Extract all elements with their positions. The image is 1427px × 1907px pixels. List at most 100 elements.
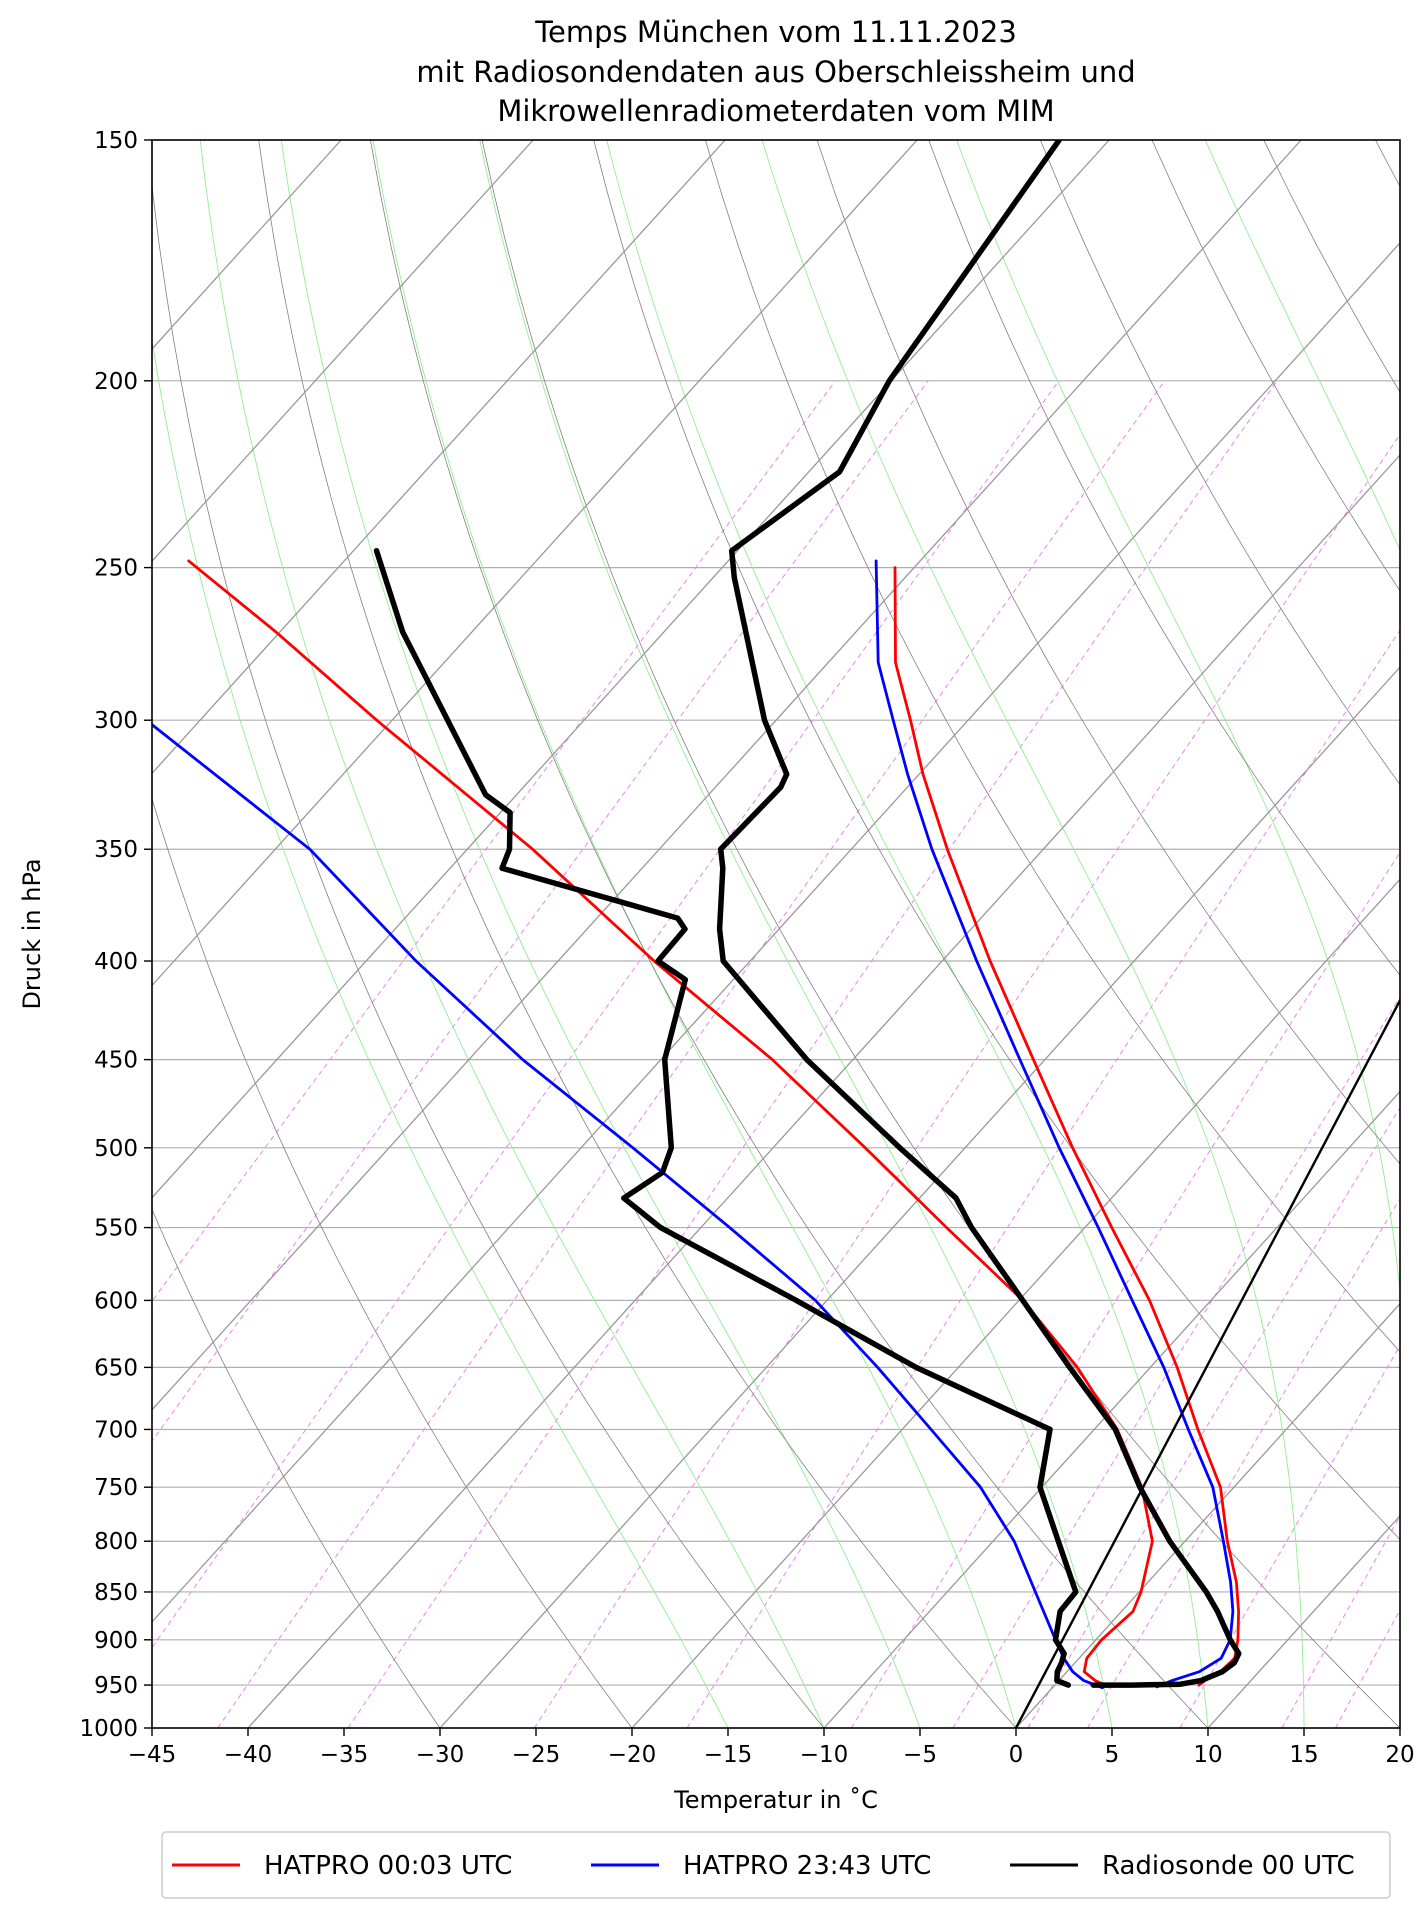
chart-title: Temps München vom 11.11.2023 mit Radioso…: [416, 15, 1135, 128]
isotherm: [152, 140, 534, 563]
y-tick-label: 750: [94, 1475, 138, 1501]
reference-line: [1014, 997, 1400, 1728]
y-tick-label: 300: [94, 708, 138, 734]
moist-adiabat: [761, 140, 1305, 1728]
isotherm: [152, 140, 1302, 1411]
dry-adiabat: [152, 1208, 441, 1728]
mixing-ratio-line: [1027, 1106, 1400, 1728]
mixing-ratio-line: [1335, 1609, 1400, 1728]
x-tick-label: 0: [1009, 1742, 1024, 1768]
isotherm: [439, 666, 1400, 1728]
x-tick-label: 20: [1385, 1742, 1414, 1768]
mixing-ratio-line: [152, 380, 1060, 1649]
plot-area: [152, 140, 1427, 1728]
dry-adiabat: [816, 140, 1400, 1165]
mixing-ratio-line: [1422, 381, 1427, 1728]
profile-hatpro-23-43-utc-temperature: [874, 559, 1235, 1689]
dry-adiabat: [152, 181, 825, 1728]
dry-adiabat: [1263, 140, 1400, 393]
mixing-ratio-line: [217, 380, 1166, 1728]
isotherm: [631, 878, 1400, 1728]
isotherm: [152, 140, 1110, 1199]
x-tick-label: −25: [512, 1742, 561, 1768]
dry-adiabat: [705, 140, 1400, 1353]
isotherm: [152, 140, 726, 775]
moist-adiabat: [152, 338, 729, 1728]
x-tick-label: 5: [1105, 1742, 1120, 1768]
mixing-ratio-line: [152, 380, 929, 1442]
x-tick-label: −35: [320, 1742, 369, 1768]
x-tick-label: 15: [1289, 1742, 1318, 1768]
profile-hatpro-00-03-utc-dewpoint: [187, 559, 1154, 1689]
y-tick-label: 500: [94, 1136, 138, 1162]
y-tick-label: 1000: [79, 1716, 138, 1742]
y-tick-label: 600: [94, 1288, 138, 1314]
y-tick-label: 250: [94, 556, 138, 582]
legend: HATPRO 00:03 UTC HATPRO 23:43 UTC Radioson…: [161, 1831, 1391, 1899]
legend-label: Radiosonde 00 UTC: [1102, 1851, 1355, 1881]
x-tick-label: −5: [903, 1742, 937, 1768]
y-tick-label: 850: [94, 1580, 138, 1606]
isotherm: [152, 241, 1400, 1623]
y-tick-label: 550: [94, 1216, 138, 1242]
isotherm: [823, 1090, 1400, 1728]
x-axis-ticks: −45 −40 −35 −30 −25 −20 −15 −10 −5 0 5 10 15 20: [128, 1728, 1415, 1768]
moist-adiabat: [956, 140, 1400, 1728]
x-tick-label: −40: [224, 1742, 273, 1768]
isotherm: [1399, 1727, 1400, 1728]
isotherm: [1015, 1302, 1400, 1728]
isotherm: [152, 140, 342, 350]
y-tick-label: 150: [94, 128, 138, 154]
profile-radiosonde-00-utc-temperature: [716, 140, 1242, 1688]
y-tick-label: 900: [94, 1628, 138, 1654]
y-tick-label: 200: [94, 369, 138, 395]
x-tick-label: −15: [704, 1742, 753, 1768]
legend-label: HATPRO 23:43 UTC: [683, 1851, 931, 1881]
profiles: [152, 140, 1400, 1728]
title-line-1: Temps München vom 11.11.2023: [534, 15, 1017, 49]
title-line-3: Mikrowellenradiometerdaten vom MIM: [497, 94, 1054, 128]
isotherm: [152, 140, 918, 987]
moist-adiabat: [479, 140, 1113, 1728]
profile-radiosonde-00-utc-dewpoint: [373, 547, 1079, 1688]
y-axis-ticks: 1000 950 900 850 800 750 700 650 600 550 500 450 400…: [79, 128, 152, 1742]
profile-hatpro-00-03-utc-temperature: [893, 566, 1240, 1687]
mixing-ratio-line: [686, 629, 1400, 1728]
mixing-ratio-line: [1281, 1515, 1400, 1728]
y-tick-label: 450: [94, 1048, 138, 1074]
y-tick-label: 800: [94, 1529, 138, 1555]
moist-adiabat: [372, 140, 1017, 1728]
x-tick-label: −10: [800, 1742, 849, 1768]
mixing-ratio-line: [347, 380, 1278, 1728]
x-tick-label: −20: [608, 1742, 657, 1768]
mixing-ratio-line: [952, 996, 1400, 1728]
legend-label: HATPRO 00:03 UTC: [264, 1851, 512, 1881]
isotherm: [1207, 1514, 1400, 1728]
title-line-2: mit Radiosondendaten aus Oberschleisshei…: [416, 55, 1135, 89]
y-tick-label: 950: [94, 1673, 138, 1699]
dry-adiabat: [258, 140, 1017, 1728]
dry-adiabat: [1040, 140, 1400, 786]
mixing-ratio-lines: [152, 380, 1427, 1728]
dry-adiabat: [928, 140, 1400, 976]
y-tick-label: 400: [94, 949, 138, 975]
moist-adiabats: [152, 140, 1400, 1728]
y-axis-label: Druck in hPa: [18, 858, 46, 1009]
y-tick-label: 350: [94, 837, 138, 863]
plot-frame: [151, 139, 1401, 1729]
legend-frame: [161, 1831, 1391, 1899]
moist-adiabat: [606, 140, 1209, 1728]
x-tick-label: −30: [416, 1742, 465, 1768]
dry-adiabat: [152, 797, 633, 1728]
dry-adiabat: [1151, 140, 1400, 592]
mixing-ratio-line: [1087, 1197, 1400, 1728]
x-tick-label: 10: [1193, 1742, 1222, 1768]
y-tick-label: 650: [94, 1355, 138, 1381]
dry-adiabat: [370, 140, 1209, 1728]
mixing-ratio-line: [1179, 1344, 1400, 1728]
profile-hatpro-23-43-utc-dewpoint: [152, 722, 1104, 1690]
moist-adiabat: [199, 140, 825, 1728]
x-tick-label: −45: [128, 1742, 177, 1768]
dry-adiabat: [1375, 140, 1400, 188]
